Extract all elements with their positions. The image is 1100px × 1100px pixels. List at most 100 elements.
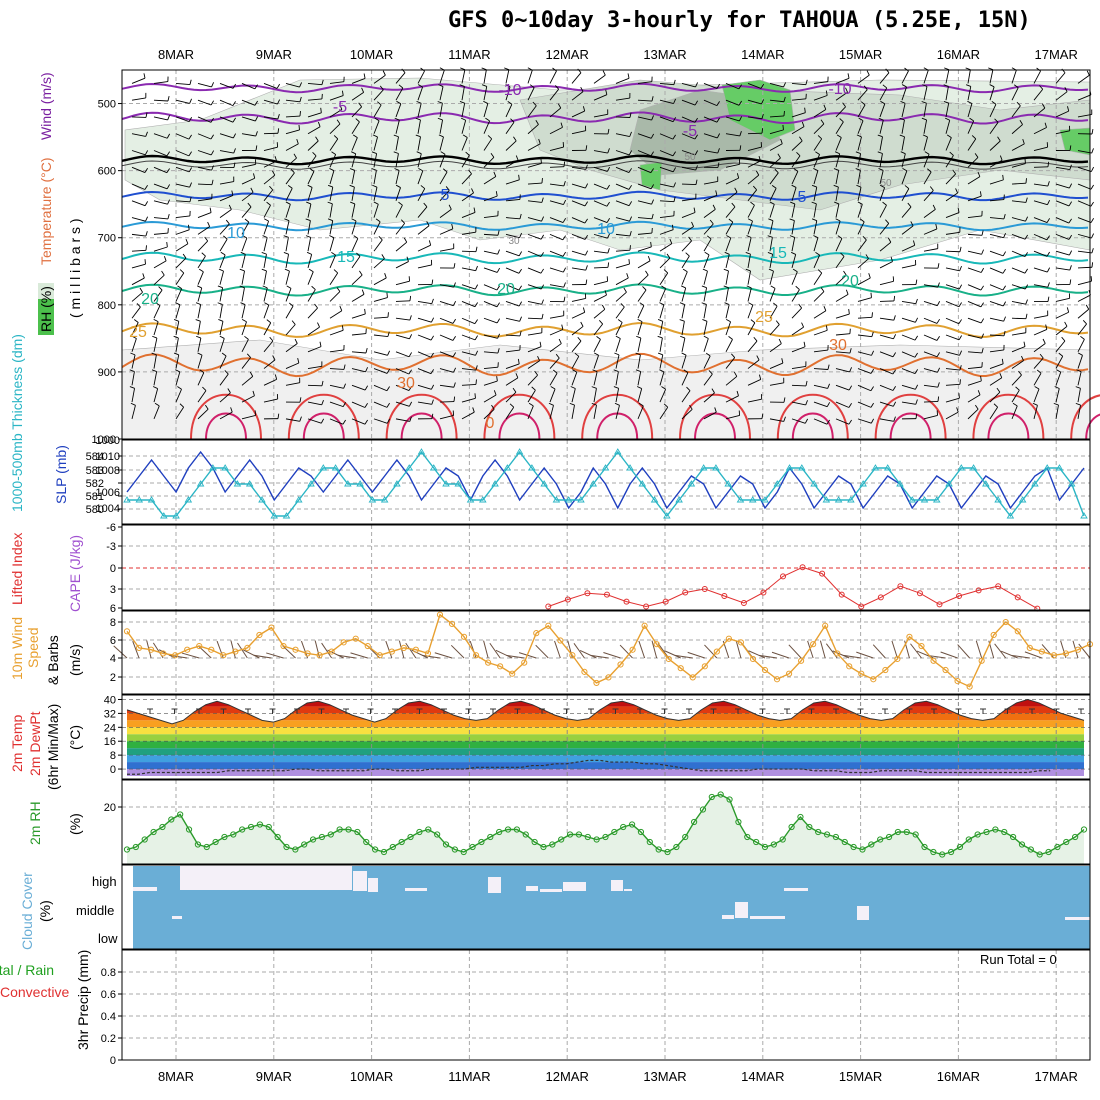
wind-barb <box>351 256 361 269</box>
wind-barb-feather <box>277 114 280 120</box>
chart-title: GFS 0~10day 3-hourly for TAHOUA (5.25E, … <box>448 8 1031 33</box>
wind-barb <box>175 150 190 157</box>
wind-barb <box>835 401 850 408</box>
wind-barb-feather <box>885 68 890 73</box>
wind-barb <box>219 254 226 269</box>
wind-barb-feather <box>980 375 982 382</box>
wind-barb-feather <box>145 216 149 222</box>
temperature-contours <box>121 82 1100 440</box>
wind-barb-feather <box>694 117 698 123</box>
wind-barb <box>835 351 850 354</box>
wind-barb-feather <box>650 151 654 157</box>
wind-barb-feather <box>1002 268 1006 274</box>
wind-barb-feather <box>774 168 779 174</box>
wind-barb <box>131 249 147 252</box>
wind-barb <box>1033 200 1048 206</box>
wind-barb-feather <box>693 207 696 213</box>
wind-barb-feather <box>173 335 179 339</box>
wind-barb <box>1055 130 1070 135</box>
wind-barb <box>1011 284 1026 290</box>
wind-barb-feather <box>701 285 707 289</box>
wind-barb-feather <box>663 403 669 408</box>
wind-barb-feather <box>321 79 324 85</box>
wind-barb-feather <box>580 86 584 92</box>
wind-barb-feather <box>695 82 699 88</box>
wind-barb <box>219 99 234 107</box>
wind-barb <box>439 171 448 185</box>
surface-wind-barb <box>657 643 670 659</box>
wind-barb-feather <box>585 164 588 170</box>
wind-barb <box>703 150 718 154</box>
rh2m-point <box>407 833 414 841</box>
wind-barb <box>879 170 884 185</box>
surface-wind-barb <box>638 640 646 659</box>
thickness-point <box>233 480 242 487</box>
wind-barb-feather <box>582 106 586 112</box>
wind-barb <box>857 153 862 168</box>
wind-barb-feather <box>497 348 500 354</box>
temperature-contour <box>1085 413 1100 440</box>
wind-barb <box>549 166 565 168</box>
wind-barb <box>813 310 827 319</box>
wind-barb <box>945 267 960 272</box>
rh2m-point <box>1063 838 1070 846</box>
wind-speed-point <box>472 652 480 659</box>
wind-barb-feather <box>915 298 918 304</box>
wind-barb <box>461 351 476 356</box>
wind-barb-feather <box>224 370 229 375</box>
wind-barb <box>681 271 688 285</box>
cloud-gap <box>624 889 632 891</box>
wind-barb <box>725 339 733 352</box>
millibars-label: ( m i l l i b a r s ) <box>67 218 83 318</box>
wind-barb <box>835 256 845 269</box>
rh2m-point <box>566 831 574 838</box>
contour-label: 5 <box>798 189 807 206</box>
wind-barb-feather <box>1024 234 1029 240</box>
cloud-gap <box>488 877 501 893</box>
wind-speed-point <box>160 650 167 657</box>
wind-barb <box>857 368 872 374</box>
thickness-point <box>135 496 144 503</box>
tick-label: 16 <box>104 736 116 748</box>
thickness-point <box>932 496 941 503</box>
wind-barb-feather <box>645 270 649 276</box>
wind-barb-feather <box>1069 164 1072 170</box>
surface-wind-barb <box>573 643 585 659</box>
wind-barb <box>967 250 982 255</box>
wind-barb <box>219 338 225 352</box>
rh2m-point <box>185 826 193 833</box>
wind-barb-feather <box>1012 402 1018 407</box>
wind-barb <box>615 233 630 237</box>
wind-barb-feather <box>319 341 322 347</box>
wind-speed-point <box>220 652 227 659</box>
wind-barb-feather <box>1025 216 1029 222</box>
wind-barb-feather <box>847 73 850 79</box>
wind-barb-feather <box>496 376 498 382</box>
wind-barb <box>901 317 916 323</box>
wind-barb <box>417 170 424 185</box>
wind-barb <box>197 150 212 156</box>
wind-barb-feather <box>639 302 645 306</box>
wind-speed-point <box>665 655 672 663</box>
thickness-point <box>589 480 598 487</box>
wind-barb-feather <box>487 135 493 140</box>
wind-barb <box>703 271 708 285</box>
wind-barb <box>879 261 893 269</box>
wind-barb <box>681 287 687 302</box>
wind-speed-point <box>798 657 805 664</box>
thickness-point <box>1080 512 1088 519</box>
wind-barb-feather <box>823 305 827 311</box>
wind-barb <box>571 130 586 135</box>
temp-units-label: (°C) <box>67 725 83 750</box>
wind-barb-feather <box>495 191 498 197</box>
temperature-bands <box>127 699 1084 776</box>
temperature-contour <box>121 322 1089 338</box>
wind-barb-feather <box>739 116 743 122</box>
wind-barb-feather <box>144 150 149 156</box>
wind-barb <box>923 351 938 358</box>
wind-barb <box>549 315 564 319</box>
surface-wind-barb <box>535 644 549 659</box>
wind-barb-feather <box>1024 252 1028 257</box>
wind-barb-feather <box>431 317 435 323</box>
